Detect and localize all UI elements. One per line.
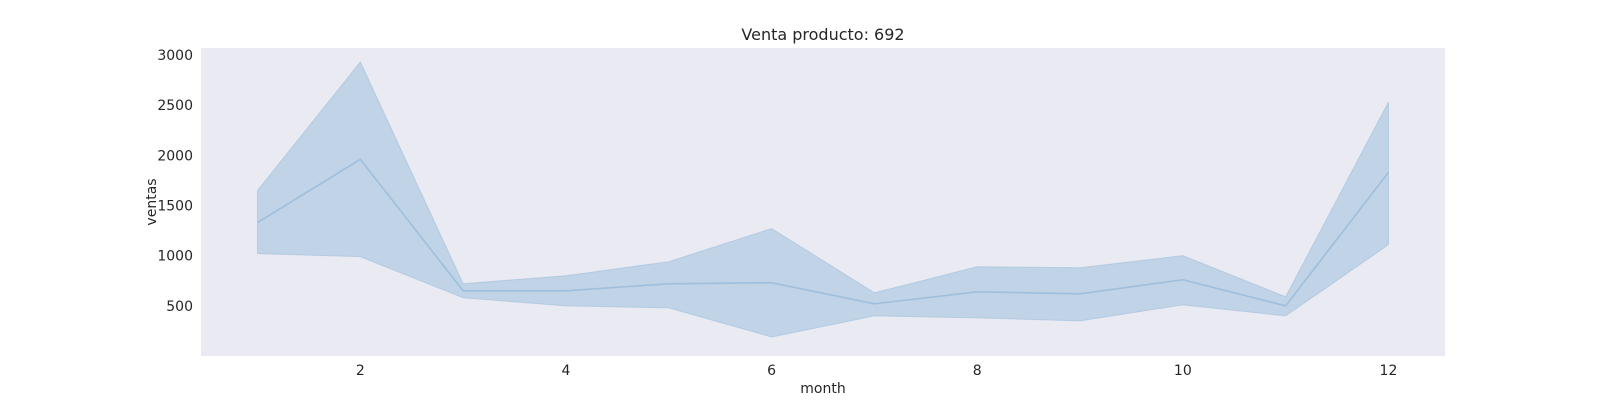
x-tick-label: 6 [767,363,776,379]
confidence-bands [257,61,1389,338]
y-axis-label: ventas [144,178,160,225]
series-lines [257,158,1390,307]
series-line-0 [257,158,1390,307]
x-tick-label: 4 [562,363,571,379]
y-tick-label: 2500 [157,98,193,114]
y-tick-label: 1500 [157,199,193,215]
x-tick-label: 12 [1380,363,1398,379]
x-axis-label: month [800,381,845,397]
chart-title: Venta producto: 692 [741,25,904,44]
y-tick-label: 3000 [157,48,193,64]
y-tick-labels: 500 1000 1500 2000 2500 3000 [157,48,193,315]
x-tick-labels: 2 4 6 8 10 12 [356,363,1397,379]
x-tick-label: 2 [356,363,365,379]
x-tick-label: 10 [1174,363,1192,379]
y-tick-label: 1000 [157,249,193,265]
y-tick-label: 500 [166,299,193,315]
x-tick-label: 8 [973,363,982,379]
confidence-band-0 [257,61,1389,338]
y-tick-label: 2000 [157,148,193,164]
